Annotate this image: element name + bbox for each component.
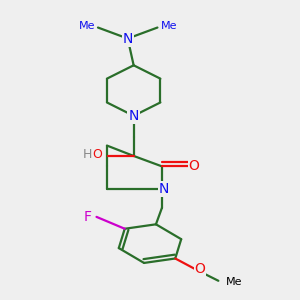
Text: Me: Me <box>160 21 177 31</box>
Text: N: N <box>159 182 169 196</box>
Text: N: N <box>122 32 133 46</box>
Text: Me: Me <box>79 21 95 31</box>
Text: F: F <box>84 210 92 224</box>
Text: N: N <box>128 109 139 123</box>
Text: H: H <box>83 148 92 161</box>
Text: O: O <box>189 159 200 173</box>
Text: O: O <box>194 262 206 276</box>
Text: Me: Me <box>226 277 242 287</box>
Text: O: O <box>93 148 102 161</box>
